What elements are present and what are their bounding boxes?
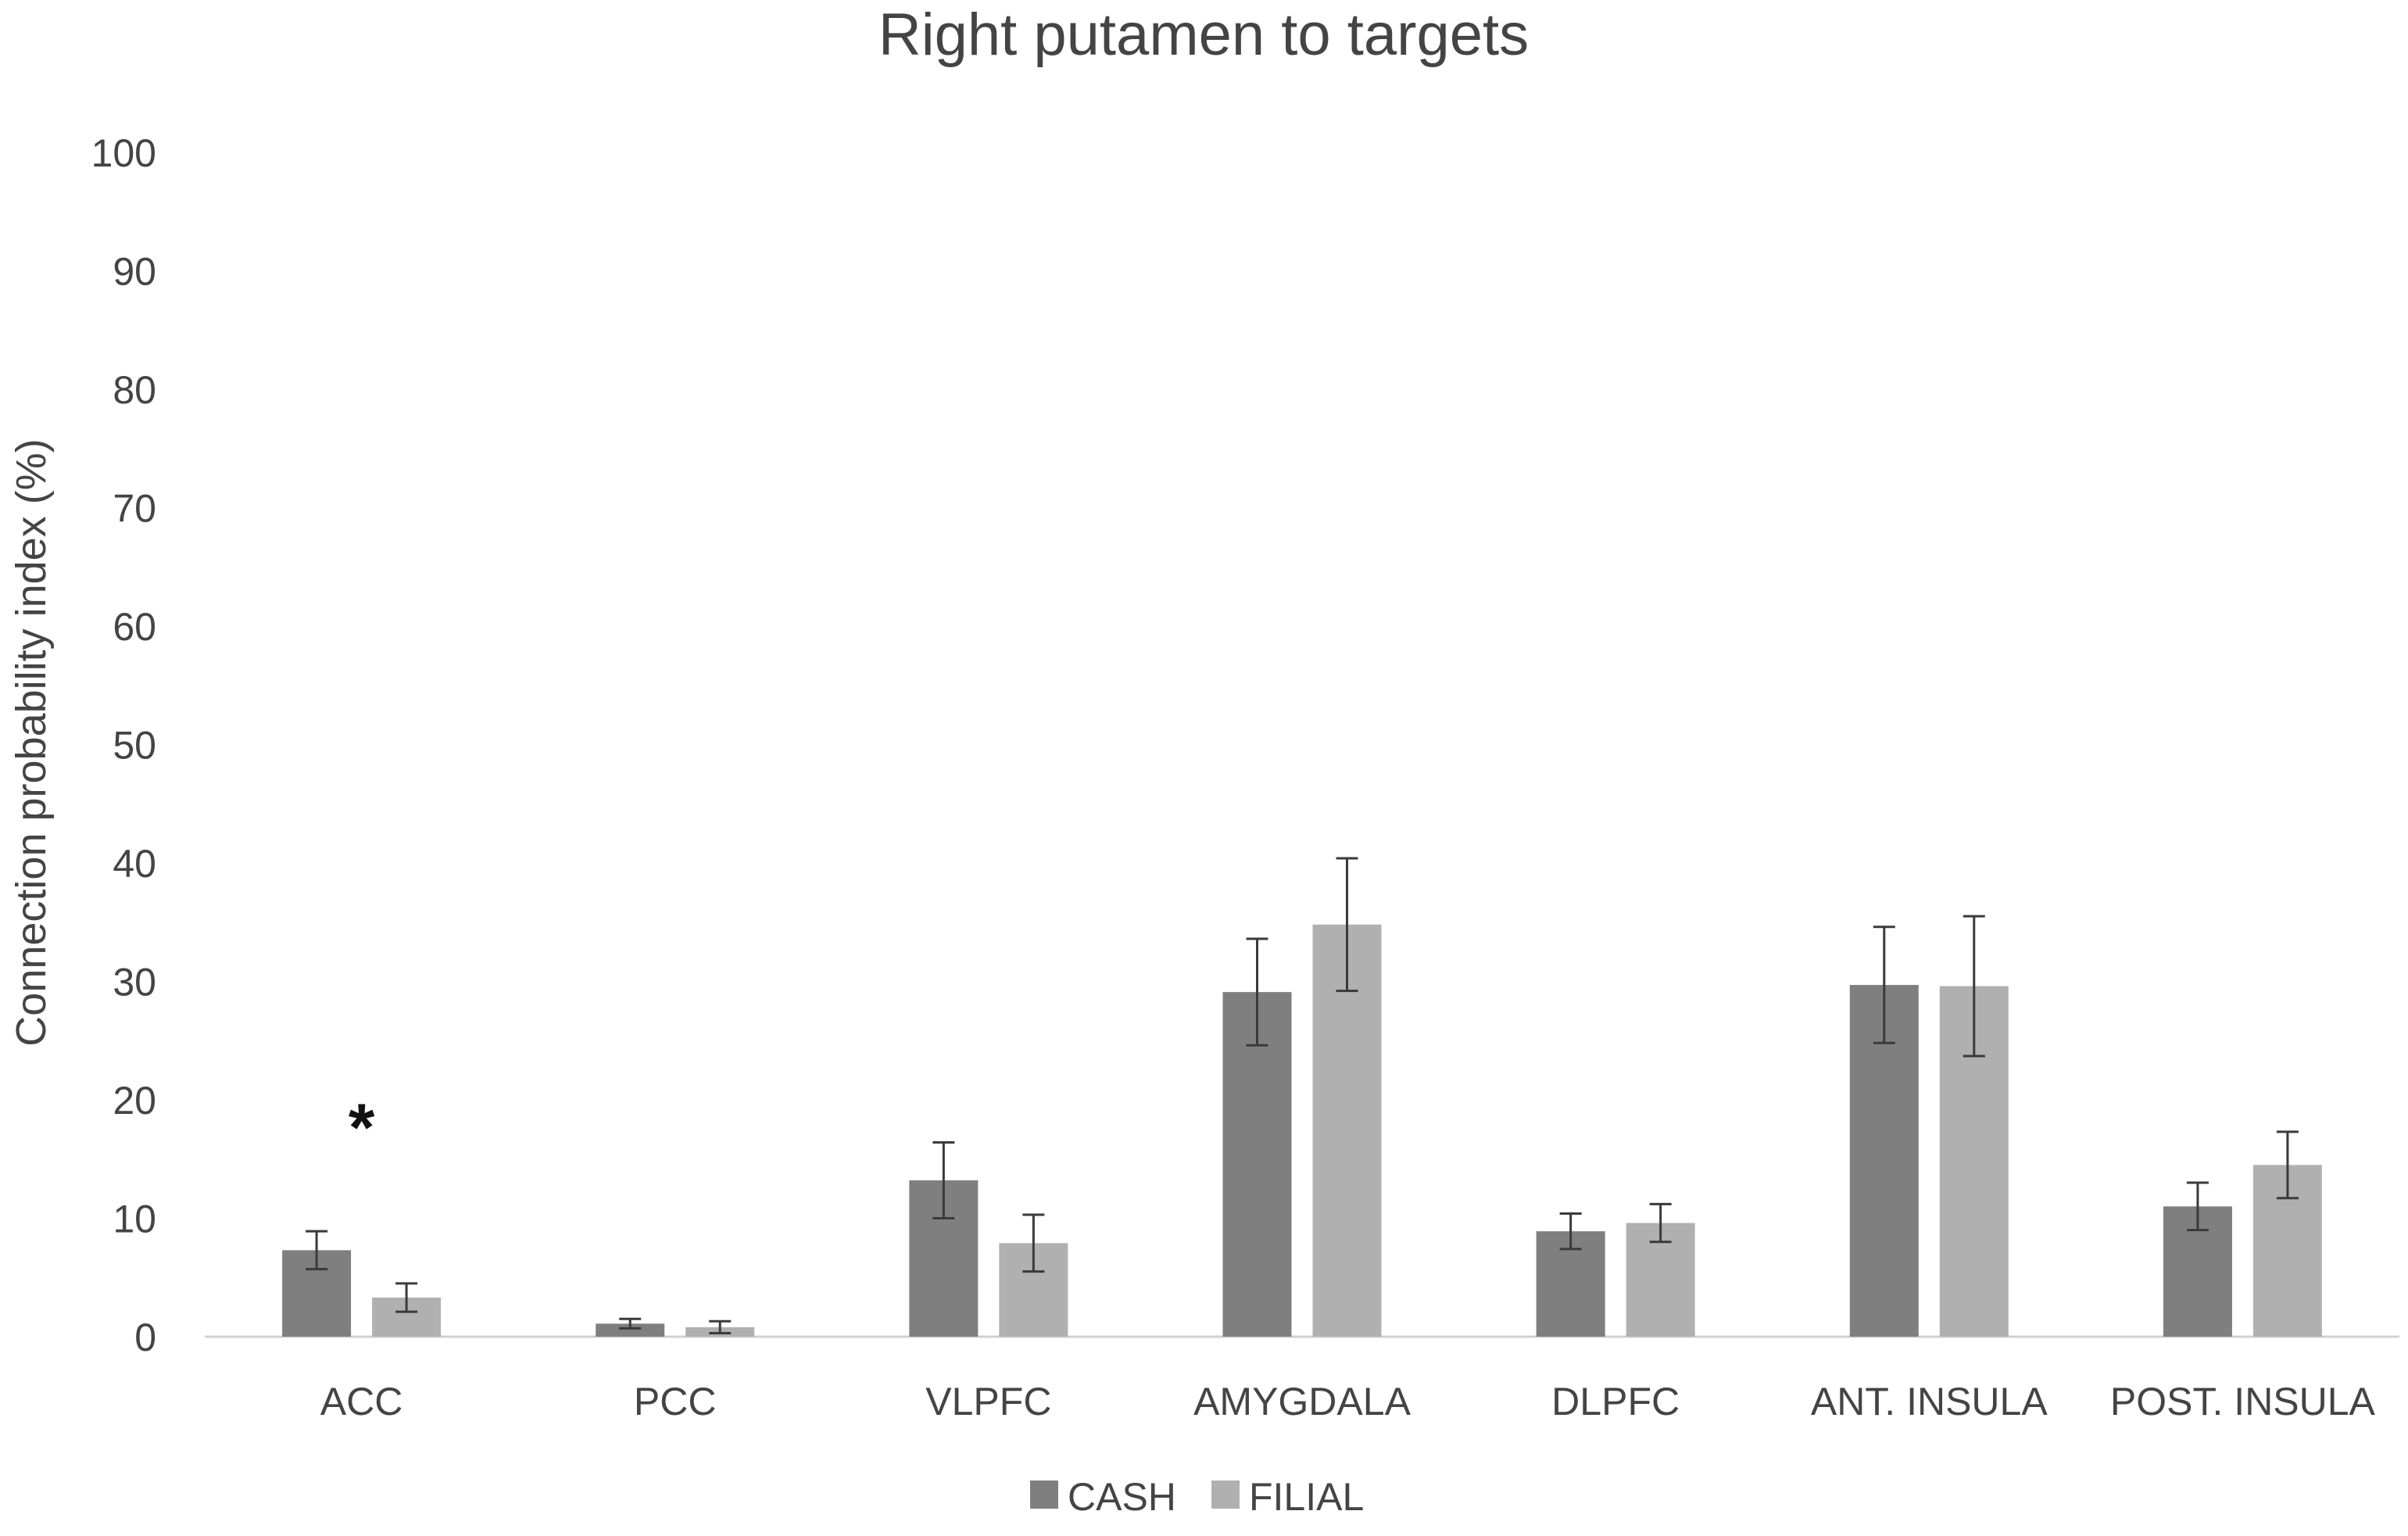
y-axis-ticks: 0 10 20 30 40 50 60 70 80 90 100	[91, 131, 156, 1359]
x-tick-label: VLPFC	[925, 1380, 1051, 1423]
annotations: *	[349, 1090, 375, 1165]
y-tick-label: 40	[113, 842, 156, 886]
x-tick-label: AMYGDALA	[1193, 1380, 1412, 1423]
x-tick-label: ANT. INSULA	[1811, 1380, 2048, 1423]
bar-filial	[1312, 924, 1382, 1337]
y-tick-label: 80	[113, 368, 156, 412]
bar-cash	[1222, 992, 1292, 1337]
x-tick-label: ACC	[320, 1380, 403, 1423]
chart-title: Right putamen to targets	[878, 2, 1529, 68]
error-bars	[306, 857, 2299, 1334]
legend: CASH FILIAL	[1030, 1475, 1364, 1519]
legend-label-filial: FILIAL	[1249, 1475, 1364, 1519]
y-tick-label: 0	[134, 1316, 156, 1359]
y-tick-label: 30	[113, 961, 156, 1004]
bars	[282, 924, 2322, 1337]
y-tick-label: 100	[91, 131, 156, 175]
legend-swatch-filial	[1211, 1481, 1240, 1509]
y-axis-label: Connection probability index (%)	[8, 439, 55, 1046]
legend-swatch-cash	[1030, 1481, 1058, 1509]
y-tick-label: 60	[113, 605, 156, 649]
x-tick-label: DLPFC	[1551, 1380, 1680, 1423]
y-tick-label: 70	[113, 487, 156, 531]
x-tick-label: POST. INSULA	[2110, 1380, 2376, 1423]
y-tick-label: 10	[113, 1198, 156, 1241]
y-tick-label: 20	[113, 1079, 156, 1122]
x-axis-ticks: ACC PCC VLPFC AMYGDALA DLPFC ANT. INSULA POST.…	[320, 1380, 2376, 1423]
x-tick-label: PCC	[634, 1380, 717, 1423]
y-tick-label: 50	[113, 724, 156, 768]
significance-marker: *	[349, 1090, 375, 1165]
legend-label-cash: CASH	[1068, 1475, 1176, 1519]
y-tick-label: 90	[113, 250, 156, 294]
bar-cash	[596, 1323, 665, 1337]
